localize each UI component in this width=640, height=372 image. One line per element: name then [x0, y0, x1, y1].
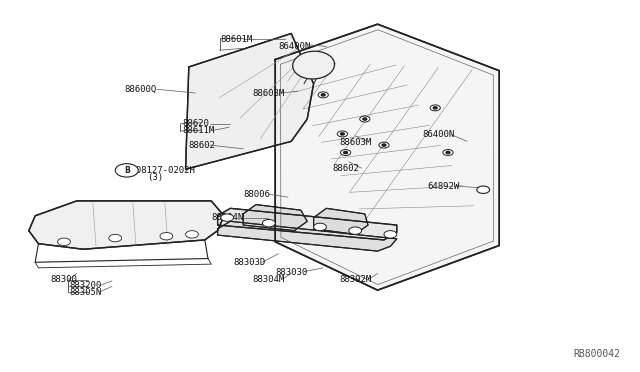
Circle shape — [340, 150, 351, 155]
Text: 88303D: 88303D — [234, 258, 266, 267]
Text: B 08127-0202H: B 08127-0202H — [125, 166, 195, 175]
Text: (3): (3) — [147, 173, 163, 182]
Polygon shape — [186, 33, 314, 169]
Polygon shape — [275, 24, 499, 290]
Text: 64892W: 64892W — [428, 182, 460, 190]
Polygon shape — [218, 221, 397, 251]
Polygon shape — [218, 208, 397, 240]
Circle shape — [337, 131, 348, 137]
Circle shape — [382, 144, 386, 146]
Circle shape — [340, 133, 344, 135]
Text: 88392M: 88392M — [339, 275, 371, 284]
Circle shape — [379, 142, 389, 148]
Polygon shape — [243, 205, 307, 231]
Circle shape — [160, 232, 173, 240]
Circle shape — [186, 231, 198, 238]
Text: 883030: 883030 — [275, 268, 307, 277]
Circle shape — [433, 107, 437, 109]
Text: 88300: 88300 — [50, 275, 77, 284]
Circle shape — [314, 223, 326, 231]
Text: 88611M: 88611M — [182, 126, 214, 135]
Circle shape — [363, 118, 367, 120]
Text: 883200: 883200 — [69, 281, 101, 290]
Circle shape — [446, 151, 450, 154]
Text: 88603M: 88603M — [339, 138, 371, 147]
Text: 88304N: 88304N — [211, 213, 243, 222]
Text: RB800042: RB800042 — [574, 349, 621, 359]
Ellipse shape — [292, 51, 335, 79]
Circle shape — [344, 151, 348, 154]
Circle shape — [360, 116, 370, 122]
Text: 88620: 88620 — [182, 119, 209, 128]
Circle shape — [115, 164, 138, 177]
Circle shape — [318, 92, 328, 98]
Circle shape — [477, 186, 490, 193]
Circle shape — [430, 105, 440, 111]
Text: B: B — [124, 166, 129, 175]
Text: 88603M: 88603M — [253, 89, 285, 98]
Circle shape — [221, 214, 234, 221]
Text: 88304M: 88304M — [253, 275, 285, 284]
Circle shape — [321, 94, 325, 96]
Text: 88305N: 88305N — [69, 288, 101, 296]
Circle shape — [262, 219, 275, 227]
Circle shape — [58, 238, 70, 246]
Circle shape — [109, 234, 122, 242]
Text: 86400N: 86400N — [422, 130, 454, 139]
Polygon shape — [29, 201, 224, 249]
Text: 88006: 88006 — [243, 190, 270, 199]
Text: 88602: 88602 — [333, 164, 360, 173]
Text: 88601M: 88601M — [221, 35, 253, 44]
Polygon shape — [314, 208, 368, 234]
Circle shape — [384, 231, 397, 238]
Text: 86400N: 86400N — [278, 42, 310, 51]
Circle shape — [349, 227, 362, 234]
Circle shape — [443, 150, 453, 155]
Text: 88602: 88602 — [189, 141, 216, 150]
Text: 88600Q: 88600Q — [125, 85, 157, 94]
